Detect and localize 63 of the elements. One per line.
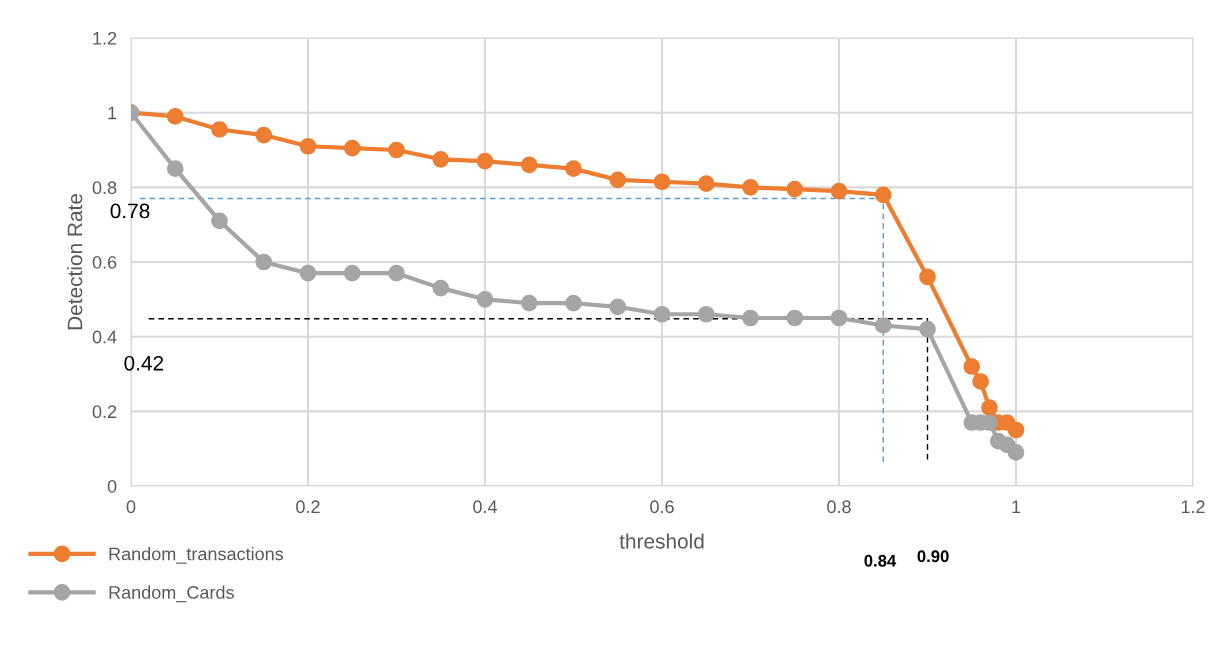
point [476, 290, 494, 308]
y-tick-label: 0 [107, 479, 117, 493]
x-tick-label: 0 [126, 500, 136, 514]
y-tick-label: 0.6 [92, 255, 117, 269]
y-tick-label: 0.8 [92, 181, 117, 195]
point [830, 182, 848, 200]
point [830, 309, 848, 327]
y-tick-label: 0.4 [92, 330, 117, 344]
point [166, 160, 184, 178]
text: 0.90 [917, 550, 949, 563]
point [653, 305, 671, 323]
x-tick-label: 0.6 [650, 500, 674, 514]
point [786, 309, 804, 327]
x-tick-label: 1 [1012, 500, 1021, 513]
x-tick-label: 0.4 [473, 500, 498, 514]
point [963, 358, 981, 375]
point [742, 309, 759, 327]
x-axis-title: threshold [619, 533, 704, 549]
point [874, 186, 892, 204]
point [565, 294, 582, 312]
point [1007, 444, 1025, 461]
point [565, 160, 582, 178]
point [919, 268, 936, 286]
legend-label: Random_transactions [109, 547, 284, 564]
point [919, 320, 936, 338]
point [211, 212, 228, 230]
x-tick-label: 1.2 [1181, 500, 1205, 513]
point [972, 373, 989, 390]
point [1007, 421, 1025, 439]
point [609, 171, 627, 189]
point [697, 175, 715, 192]
point [520, 294, 538, 312]
y-tick-label: 0.2 [92, 405, 117, 419]
point [343, 139, 361, 157]
annotation: 0.42 [124, 355, 164, 371]
x-tick-label: 0.8 [827, 500, 851, 514]
point [432, 279, 450, 297]
point [520, 156, 538, 174]
legend-label: Random_Cards [109, 585, 234, 603]
point [697, 305, 715, 323]
point [255, 253, 273, 271]
x-tick-label: 0.2 [296, 500, 320, 514]
annotation: 0.78 [110, 203, 150, 219]
point [299, 264, 317, 282]
point [786, 180, 804, 198]
point [299, 137, 317, 155]
point [388, 141, 405, 159]
point [981, 399, 998, 416]
y-tick-label: 1.2 [93, 31, 117, 45]
point [211, 121, 228, 138]
point [609, 298, 627, 316]
point [742, 178, 759, 196]
y-axis-title: Detection Rate [67, 194, 83, 330]
point [388, 264, 405, 282]
point [653, 173, 671, 191]
point [432, 150, 450, 168]
point [255, 126, 273, 144]
y-tick-label: 1 [108, 106, 117, 120]
point [343, 264, 361, 282]
point [166, 108, 184, 125]
point [874, 317, 892, 334]
point [476, 152, 494, 170]
text: 0.84 [864, 554, 897, 567]
